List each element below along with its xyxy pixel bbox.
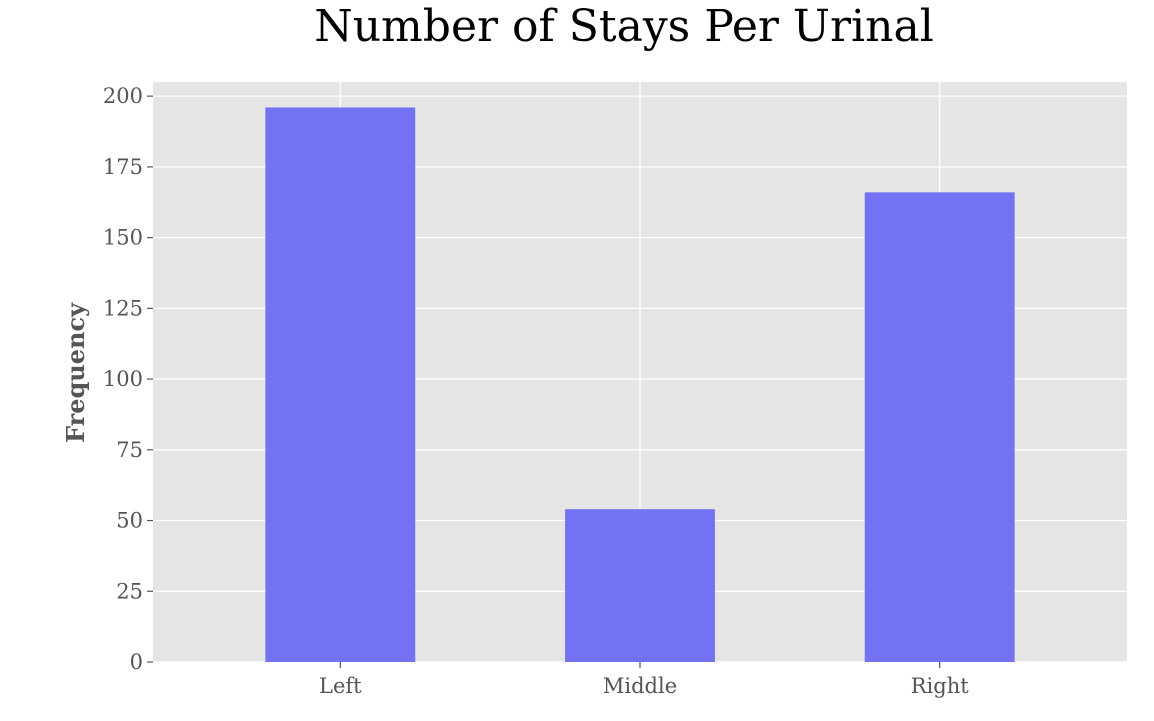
chart-title: Number of Stays Per Urinal: [314, 1, 934, 52]
bar-middle: [565, 509, 715, 662]
bar-left: [265, 107, 416, 662]
y-axis-label: Frequency: [61, 302, 90, 443]
x-tick-label: Middle: [603, 674, 677, 698]
y-tick-label: 75: [116, 438, 143, 462]
bars: [265, 107, 1015, 662]
bar-right: [864, 192, 1015, 662]
y-tick-label: 125: [103, 296, 143, 320]
y-tick-label: 150: [103, 226, 143, 250]
y-tick-label: 50: [116, 509, 143, 533]
x-axis-ticks: Left Middle Right: [319, 662, 969, 698]
y-tick-label: 200: [103, 84, 143, 108]
x-tick-label: Right: [911, 674, 969, 698]
y-tick-label: 100: [103, 367, 143, 391]
y-tick-label: 25: [116, 579, 143, 603]
y-tick-label: 175: [103, 155, 143, 179]
y-tick-label: 0: [130, 650, 143, 674]
x-tick-label: Left: [319, 674, 362, 698]
y-axis-ticks: 0 25 50 75 100 125 150 175 200: [103, 84, 153, 674]
